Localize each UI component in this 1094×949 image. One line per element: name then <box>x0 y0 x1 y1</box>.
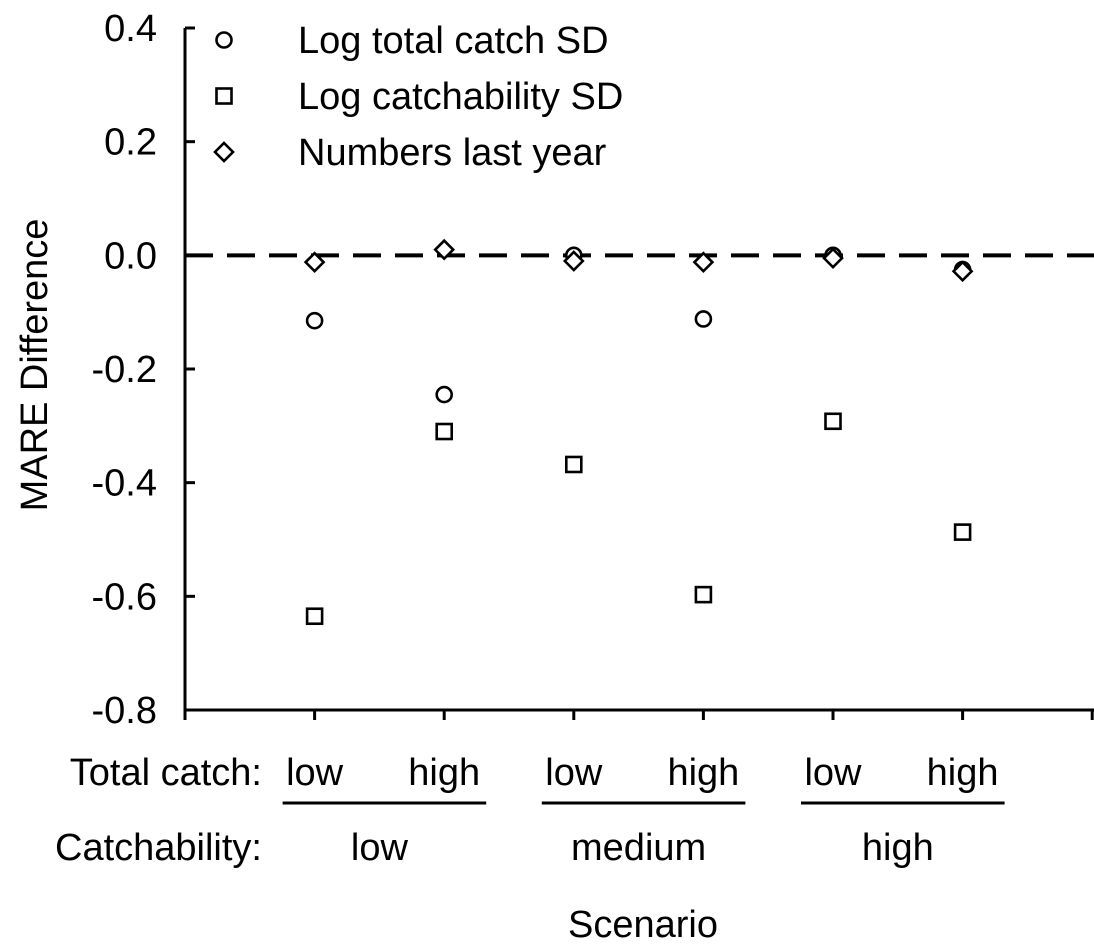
diamond-point <box>822 247 844 270</box>
diamond-point <box>433 238 456 261</box>
y-tick-label: -0.6 <box>92 576 157 618</box>
square-point <box>953 523 972 541</box>
scenario-categories: Total catch: low high low high low highCatchab… <box>55 752 1005 869</box>
legend-label: Log catchability SD <box>298 76 623 118</box>
total-catch-value: low <box>804 752 862 794</box>
circle-point <box>435 385 454 404</box>
catchability-value: low <box>351 827 409 869</box>
legend-diamond-marker <box>213 141 235 163</box>
catchability-row-label: Catchability: <box>55 827 262 869</box>
y-tick-label: -0.2 <box>92 349 157 391</box>
square-point <box>564 455 583 474</box>
legend-square-marker <box>215 87 233 105</box>
catchability-value: medium <box>571 827 706 869</box>
total-catch-value: high <box>408 752 480 794</box>
y-tick-label: 0.0 <box>104 235 157 277</box>
total-catch-value: low <box>286 752 344 794</box>
legend-label: Log total catch SD <box>298 20 609 62</box>
legend: Log total catch SD Log catchability SD Num… <box>213 20 623 174</box>
y-tick-label: -0.8 <box>92 690 157 732</box>
y-tick-label: -0.4 <box>92 463 157 505</box>
y-tick-label: 0.4 <box>104 8 157 50</box>
total-catch-value: high <box>667 752 739 794</box>
diamond-point <box>303 251 326 273</box>
diamond-point <box>562 250 585 272</box>
axes: 0.4 0.2 0.0 -0.2 -0.4 -0.6 -0.8 <box>92 8 1094 732</box>
x-axis-label: Scenario <box>568 904 718 946</box>
y-axis-label: MARE Difference <box>14 219 56 512</box>
legend-circle-marker <box>215 31 233 49</box>
catchability-value: high <box>862 827 934 869</box>
y-tick-label: 0.2 <box>104 122 157 164</box>
total-catch-value: low <box>545 752 603 794</box>
diamond-point <box>692 251 715 273</box>
legend-label: Numbers last year <box>298 132 607 174</box>
data-points <box>303 238 974 626</box>
square-point <box>435 422 454 441</box>
square-point <box>694 585 713 604</box>
square-point <box>305 607 324 626</box>
square-point <box>824 412 842 431</box>
circle-point <box>305 311 324 330</box>
total-catch-row-label: Total catch: <box>70 752 262 794</box>
diamond-point <box>951 260 974 283</box>
total-catch-value: high <box>927 752 999 794</box>
circle-point <box>694 310 713 328</box>
